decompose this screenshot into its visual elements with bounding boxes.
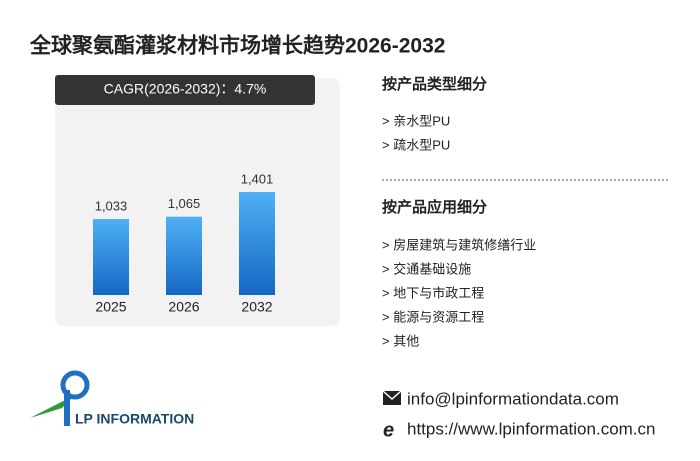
section-heading: 按产品应用细分 [382, 198, 487, 216]
x-tick-label: 2026 [168, 299, 199, 315]
value-label: 1,401 [241, 171, 274, 186]
x-tick-label: 2025 [95, 299, 126, 315]
logo-text: LP INFORMATION [75, 411, 194, 427]
bar [166, 216, 202, 295]
section-item: > 能源与资源工程 [382, 309, 484, 324]
section-item: > 疏水型PU [382, 137, 450, 152]
cagr-box [55, 75, 315, 105]
email[interactable]: info@lpinformationdata.com [407, 389, 619, 408]
email-icon [382, 390, 402, 405]
title: 全球聚氨酯灌浆材料市场增长趋势2026-2032 [29, 34, 445, 58]
envelope-flap [382, 390, 402, 401]
value-label: 1,065 [168, 196, 201, 211]
section-item: > 交通基础设施 [382, 261, 471, 276]
x-tick-label: 2032 [241, 299, 272, 315]
web-icon: e [383, 419, 394, 441]
section-item: > 房屋建筑与建筑修缮行业 [382, 237, 536, 252]
logo-bar [64, 390, 70, 426]
bar [239, 192, 275, 295]
logo-ring [60, 370, 90, 400]
logo: LP INFORMATION [30, 370, 194, 427]
cagr-label: CAGR(2026-2032)：4.7% [104, 81, 267, 97]
section-heading: 按产品类型细分 [382, 75, 487, 93]
section-item: > 亲水型PU [382, 113, 450, 128]
website[interactable]: https://www.lpinformation.com.cn [407, 419, 655, 438]
value-label: 1,033 [95, 198, 128, 213]
section-item: > 其他 [382, 333, 419, 348]
section-item: > 地下与市政工程 [382, 285, 484, 300]
bar [93, 219, 129, 295]
logo-swoosh [30, 395, 75, 418]
